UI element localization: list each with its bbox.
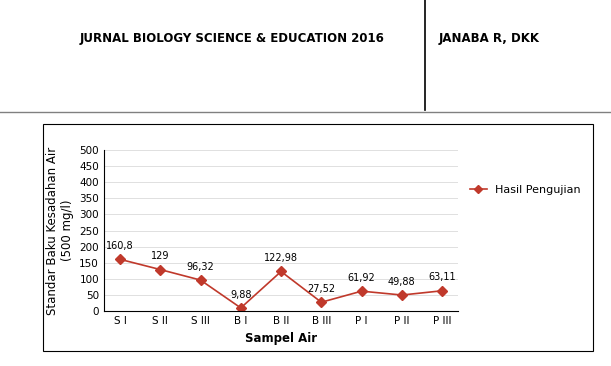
- Text: 49,88: 49,88: [388, 277, 415, 287]
- Y-axis label: Standar Baku Kesadahan Air
(500 mg/l): Standar Baku Kesadahan Air (500 mg/l): [46, 146, 74, 315]
- Text: 9,88: 9,88: [230, 290, 252, 300]
- Legend: Hasil Pengujian: Hasil Pengujian: [466, 181, 585, 200]
- Text: 129: 129: [151, 251, 169, 261]
- Text: JURNAL BIOLOGY SCIENCE & EDUCATION 2016: JURNAL BIOLOGY SCIENCE & EDUCATION 2016: [80, 32, 384, 45]
- X-axis label: Sampel Air: Sampel Air: [245, 332, 317, 344]
- Text: 27,52: 27,52: [307, 284, 335, 294]
- Text: 122,98: 122,98: [264, 253, 298, 263]
- Text: 96,32: 96,32: [186, 262, 214, 272]
- Text: 160,8: 160,8: [106, 241, 134, 251]
- Text: JANABA R, DKK: JANABA R, DKK: [438, 32, 540, 45]
- Text: 63,11: 63,11: [428, 272, 456, 283]
- Text: 61,92: 61,92: [348, 273, 376, 283]
